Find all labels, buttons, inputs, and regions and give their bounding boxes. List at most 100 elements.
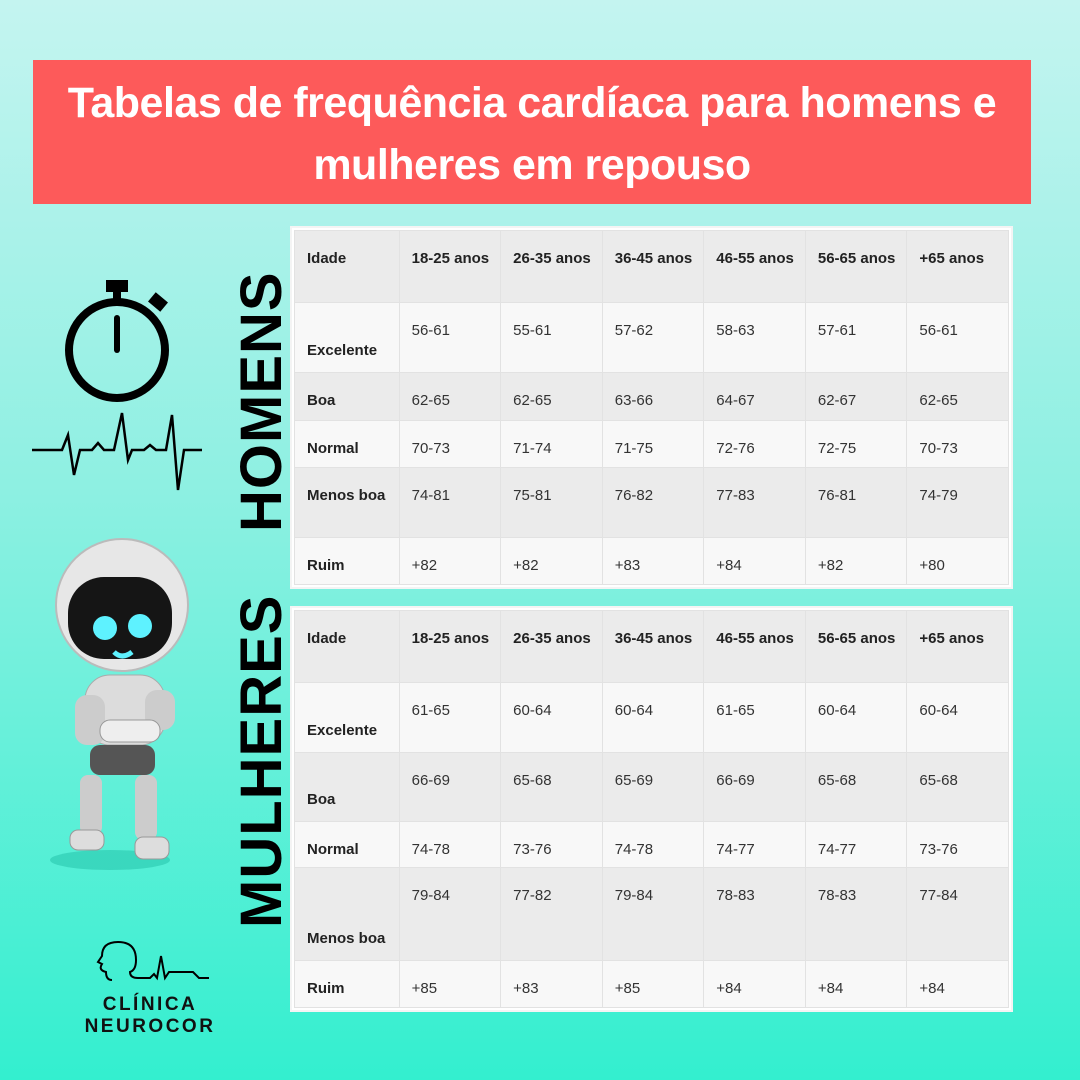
value-cell: 57-61: [804, 302, 908, 373]
value-cell: 62-67: [804, 372, 908, 421]
men-side-label: HOMENS: [229, 271, 294, 532]
value-cell: 74-77: [703, 821, 806, 868]
value-cell: 76-81: [804, 467, 908, 538]
rating-label-cell: Normal: [294, 821, 400, 868]
value-cell: +85: [398, 960, 502, 1008]
value-cell: 79-84: [398, 867, 502, 961]
age-group-header-cell: 26-35 anos: [500, 230, 603, 303]
value-cell: 56-61: [398, 302, 502, 373]
value-cell: 70-73: [906, 420, 1009, 468]
value-cell: 58-63: [703, 302, 806, 373]
value-cell: 74-78: [601, 821, 705, 868]
value-cell: +80: [906, 537, 1009, 585]
value-cell: 77-83: [703, 467, 806, 538]
table-row: Ruim +85 +83 +85 +84 +84 +84: [294, 960, 1009, 1008]
value-cell: 65-68: [804, 752, 908, 822]
value-cell: 74-79: [906, 467, 1009, 538]
rating-label-cell: Ruim: [294, 537, 400, 585]
value-cell: 63-66: [601, 372, 705, 421]
value-cell: +85: [601, 960, 705, 1008]
value-cell: +83: [601, 537, 705, 585]
value-cell: +84: [703, 537, 806, 585]
value-cell: +83: [500, 960, 603, 1008]
rating-label-cell: Menos boa: [294, 467, 400, 538]
value-cell: 74-78: [398, 821, 502, 868]
value-cell: +82: [804, 537, 908, 585]
value-cell: 66-69: [398, 752, 502, 822]
value-cell: 71-75: [601, 420, 705, 468]
value-cell: 79-84: [601, 867, 705, 961]
age-group-header-cell: 46-55 anos: [703, 230, 806, 303]
header-row: Idade 18-25 anos 26-35 anos 36-45 anos 46-55…: [294, 610, 1009, 683]
women-heart-rate-table: Idade 18-25 anos 26-35 anos 36-45 anos 46-55…: [290, 606, 1013, 1012]
value-cell: 70-73: [398, 420, 502, 468]
value-cell: 78-83: [703, 867, 806, 961]
age-group-header-cell: +65 anos: [906, 610, 1009, 683]
value-cell: 75-81: [500, 467, 603, 538]
value-cell: +82: [500, 537, 603, 585]
table-row: Ruim +82 +82 +83 +84 +82 +80: [294, 537, 1009, 585]
value-cell: 60-64: [601, 682, 705, 753]
table-row: Boa 66-69 65-68 65-69 66-69 65-68 65-68: [294, 752, 1009, 822]
value-cell: +84: [804, 960, 908, 1008]
value-cell: 60-64: [804, 682, 908, 753]
women-side-label: MULHERES: [229, 594, 294, 928]
value-cell: 74-81: [398, 467, 502, 538]
table-row: Normal 74-78 73-76 74-78 74-77 74-77 73-76: [294, 821, 1009, 868]
value-cell: 66-69: [703, 752, 806, 822]
value-cell: 65-68: [500, 752, 603, 822]
age-group-header-cell: 56-65 anos: [804, 230, 908, 303]
value-cell: 55-61: [500, 302, 603, 373]
men-heart-rate-table: Idade 18-25 anos 26-35 anos 36-45 anos 46-55…: [290, 226, 1013, 589]
value-cell: 57-62: [601, 302, 705, 373]
value-cell: 77-82: [500, 867, 603, 961]
age-group-header-cell: 46-55 anos: [703, 610, 806, 683]
age-group-header-cell: 36-45 anos: [601, 610, 705, 683]
value-cell: 71-74: [500, 420, 603, 468]
rating-label-cell: Menos boa: [294, 867, 400, 961]
head-heartbeat-logo-icon: [96, 940, 209, 981]
age-group-header-cell: 36-45 anos: [601, 230, 705, 303]
value-cell: +84: [906, 960, 1009, 1008]
value-cell: 65-69: [601, 752, 705, 822]
value-cell: 64-67: [703, 372, 806, 421]
age-group-header-cell: 56-65 anos: [804, 610, 908, 683]
table-row: Excelente 61-65 60-64 60-64 61-65 60-64 60-64: [294, 682, 1009, 753]
rating-label-cell: Excelente: [294, 682, 400, 753]
age-group-header-cell: 18-25 anos: [398, 230, 502, 303]
page-title: Tabelas de frequência cardíaca para home…: [67, 79, 997, 189]
value-cell: 73-76: [906, 821, 1009, 868]
value-cell: 60-64: [500, 682, 603, 753]
robot-illustration: [50, 538, 189, 870]
value-cell: 62-65: [500, 372, 603, 421]
rating-label-cell: Boa: [294, 752, 400, 822]
age-header-cell: Idade: [294, 610, 400, 683]
table-row: Menos boa 79-84 77-82 79-84 78-83 78-83 77-84: [294, 867, 1009, 961]
value-cell: 61-65: [703, 682, 806, 753]
age-group-header-cell: +65 anos: [906, 230, 1009, 303]
table-row: Normal 70-73 71-74 71-75 72-76 72-75 70-73: [294, 420, 1009, 468]
value-cell: 62-65: [398, 372, 502, 421]
table-row: Excelente 56-61 55-61 57-62 58-63 57-61 56-61: [294, 302, 1009, 373]
value-cell: 56-61: [906, 302, 1009, 373]
value-cell: 77-84: [906, 867, 1009, 961]
header-row: Idade 18-25 anos 26-35 anos 36-45 anos 46-55…: [294, 230, 1009, 303]
value-cell: 65-68: [906, 752, 1009, 822]
table-row: Boa 62-65 62-65 63-66 64-67 62-67 62-65: [294, 372, 1009, 421]
value-cell: 74-77: [804, 821, 908, 868]
value-cell: 60-64: [906, 682, 1009, 753]
table-row: Menos boa 74-81 75-81 76-82 77-83 76-81 74-79: [294, 467, 1009, 538]
heartbeat-line-icon: [32, 412, 202, 491]
logo-text: CLÍNICA NEUROCOR: [84, 994, 216, 1037]
rating-label-cell: Boa: [294, 372, 400, 421]
value-cell: 78-83: [804, 867, 908, 961]
value-cell: +84: [703, 960, 806, 1008]
value-cell: 76-82: [601, 467, 705, 538]
value-cell: 72-76: [703, 420, 806, 468]
value-cell: 73-76: [500, 821, 603, 868]
rating-label-cell: Excelente: [294, 302, 400, 373]
rating-label-cell: Normal: [294, 420, 400, 468]
stopwatch-icon: [65, 280, 169, 402]
clinic-logo: CLÍNICA NEUROCOR: [60, 940, 240, 1038]
age-header-cell: Idade: [294, 230, 400, 303]
